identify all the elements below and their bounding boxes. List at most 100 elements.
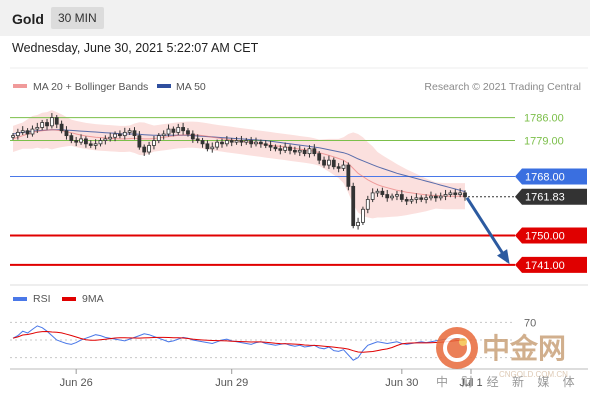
- candle-body: [312, 148, 317, 155]
- candle-body: [113, 133, 117, 138]
- candle-body: [147, 145, 151, 153]
- level-1741-00-tag-box: [515, 256, 587, 273]
- candle-body: [399, 194, 404, 200]
- candle-body: [327, 159, 331, 166]
- candle-body: [278, 148, 283, 151]
- rsi-layer: 70: [10, 317, 536, 361]
- watermark-sub-text: 中 财 经 新 媒 体: [436, 375, 580, 389]
- projection-arrowhead: [497, 249, 510, 265]
- candle-body: [395, 194, 399, 197]
- watermark-logo-icon: [436, 327, 478, 369]
- candle-body: [390, 195, 394, 199]
- candle-body: [49, 117, 54, 127]
- candle-body: [424, 197, 429, 200]
- candle-body: [132, 130, 137, 137]
- level-1761-83-tag-box: [515, 188, 587, 205]
- candle-body: [283, 146, 288, 151]
- candle-body: [463, 192, 467, 198]
- candle-body: [438, 195, 443, 199]
- candle-body: [453, 192, 458, 195]
- rsi-ma-legend-label: 9MA: [82, 293, 104, 305]
- candle-body: [292, 149, 297, 153]
- candle-body: [414, 197, 419, 200]
- candle-body: [152, 140, 156, 146]
- bollinger-band-layer: [13, 110, 465, 219]
- timeframe-selector[interactable]: 30 MIN: [51, 7, 104, 29]
- candle-body: [35, 127, 40, 130]
- candle-body: [419, 197, 424, 200]
- candle-body: [458, 192, 463, 195]
- candle-body: [254, 141, 258, 145]
- projection-arrow: [465, 197, 510, 263]
- candle-body: [88, 143, 93, 146]
- candle-body: [215, 141, 220, 148]
- candle-body: [307, 148, 312, 155]
- candle-body: [448, 192, 453, 195]
- candle-body: [239, 140, 244, 143]
- candle-body: [380, 190, 385, 195]
- candle-body: [181, 127, 186, 132]
- candle-body: [317, 153, 322, 161]
- candle-body: [142, 146, 147, 153]
- rsi-ma-line: [12, 330, 466, 353]
- candle-body: [15, 131, 20, 137]
- candle-body: [210, 146, 215, 150]
- credit-label: Research © 2021 Trading Central: [424, 81, 581, 93]
- candle-body: [11, 135, 15, 138]
- level-1761-83-tag: 1761.83: [525, 192, 565, 204]
- candle-body: [25, 130, 30, 135]
- level-1786-00-tag: 1786.00: [524, 113, 564, 125]
- candle-body: [288, 146, 292, 151]
- candle-body: [361, 208, 365, 223]
- level-tags-layer: 1786.00 1779.00 1768.00 1761.83 1750.00 1741.…: [515, 113, 587, 273]
- candle-body: [93, 143, 98, 146]
- candle-body: [166, 128, 171, 135]
- candle-body: [30, 128, 35, 135]
- ma20-line: [12, 129, 465, 197]
- rsi-line: [12, 325, 466, 361]
- level-1768-00-tag: 1768.00: [525, 172, 565, 184]
- rsi-level-70-label: 70: [524, 317, 536, 329]
- level-1768-00-tag-box: [515, 168, 587, 185]
- candle-body: [229, 140, 234, 143]
- x-tick-label: Jun 30: [385, 377, 418, 389]
- candle-body: [84, 138, 88, 145]
- candle-body: [176, 127, 181, 133]
- candle-body: [433, 195, 438, 199]
- candle-body: [443, 194, 448, 197]
- bollinger-band: [13, 110, 465, 219]
- ma20-legend-swatch: [13, 84, 27, 88]
- candle-body: [200, 140, 205, 145]
- level-1779-00-tag: 1779.00: [524, 136, 564, 148]
- candle-body: [220, 141, 224, 145]
- datetime-label: Wednesday, June 30, 2021 5:22:07 AM CET: [12, 41, 259, 55]
- candle-body: [244, 140, 249, 143]
- candle-body: [137, 135, 142, 148]
- candle-body: [375, 190, 380, 194]
- moving-average-layer: [12, 129, 466, 197]
- level-lines-layer: [10, 117, 515, 266]
- watermark-url: CNGOLD.COM.CN: [499, 370, 568, 379]
- x-tick-label: Jun 26: [60, 377, 93, 389]
- candle-body: [234, 140, 239, 143]
- ma50-legend-swatch: [157, 84, 171, 88]
- candle-body: [297, 149, 302, 153]
- candle-body: [322, 159, 326, 166]
- candle-body: [190, 133, 195, 140]
- rsi-legend-label: RSI: [33, 293, 51, 305]
- candle-body: [365, 199, 370, 210]
- candle-body: [54, 117, 59, 125]
- candle-body: [156, 135, 161, 141]
- candle-body: [224, 140, 229, 145]
- candle-body: [249, 140, 254, 145]
- level-1750-00-tag-box: [515, 227, 587, 244]
- candle-body: [351, 185, 356, 227]
- candle-body: [74, 140, 79, 143]
- symbol-name: Gold: [12, 11, 44, 27]
- candle-body: [171, 128, 176, 133]
- candle-body: [79, 138, 83, 143]
- candle-body: [331, 159, 336, 168]
- candle-body: [98, 140, 103, 145]
- chart-header: Gold 30 MIN: [0, 0, 590, 36]
